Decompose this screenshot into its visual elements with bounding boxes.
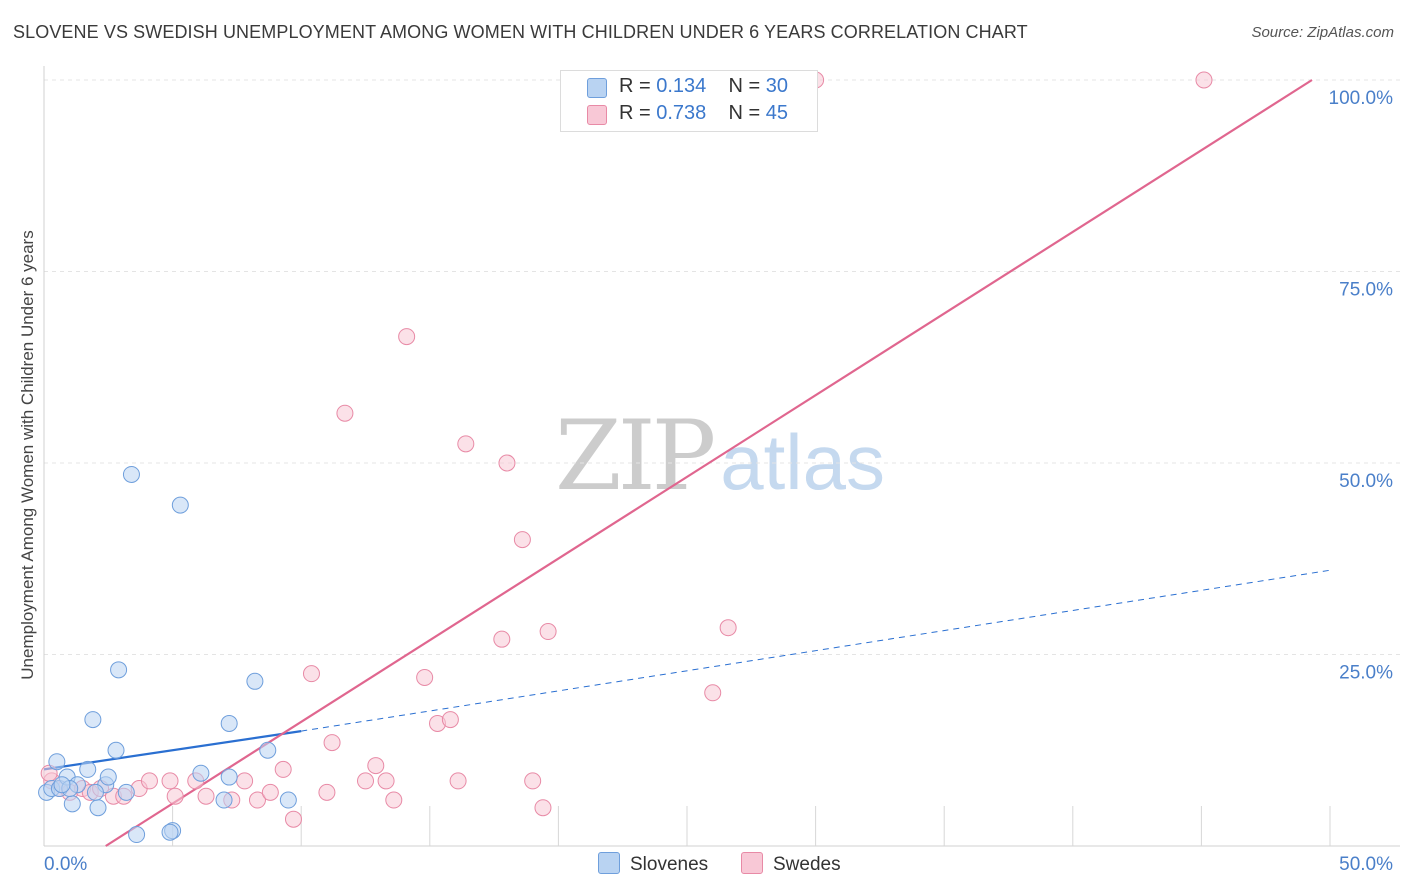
swedes-point [534,799,552,817]
legend-n-value: 30 [765,75,789,97]
bottom-legend-swedes: Swedes [741,852,841,876]
slovenes-point [279,791,297,809]
x-tick-label-max: 50.0% [1339,854,1393,875]
swedes-point [166,787,184,805]
slovenes-point [122,465,140,483]
swedes-trend-line [105,79,1313,847]
swedes-point [236,772,254,790]
swedes-point [377,772,395,790]
swedes-point [398,328,416,346]
swedes-point [161,772,179,790]
swedes-point [441,711,459,729]
slovenes-point [79,760,97,778]
bottom-legend-slovenes: Slovenes [598,852,708,876]
bottom-legend-label-slovenes: Slovenes [630,854,709,875]
slovenes-point [84,711,102,729]
swedes-point [284,810,302,828]
swedes-points [40,71,1213,828]
x-tick-marks [172,806,1331,846]
slovenes-point [220,768,238,786]
swedes-point [367,757,385,775]
slovenes-point [63,795,81,813]
legend-n-label: N = [728,75,766,97]
y-tick-labels: 25.0% 50.0% 75.0% 100.0% [1329,88,1394,684]
swedes-point [357,772,374,790]
grid-lines [43,66,1400,847]
slovenes-trend-extension [301,569,1331,732]
swedes-point [248,791,266,809]
legend-n-value: 45 [765,102,789,124]
legend-swatch-swedes [587,105,607,125]
swedes-point [261,783,279,801]
swedes-point [323,734,341,752]
legend-r-value: 0.738 [656,102,707,124]
slovenes-point [117,783,135,801]
swedes-point [197,787,215,805]
swedes-point [385,791,403,809]
slovenes-point [220,714,238,732]
legend-text-swedes: R = 0.738 N = 45 [619,102,788,125]
swedes-point [719,619,737,637]
legend-r-label: R = [619,75,657,97]
legend: R = 0.134 N = 30 R = 0.738 N = 45 [560,70,818,132]
slovenes-point [128,826,146,844]
slovenes-point [53,776,71,794]
slovenes-point [171,496,189,514]
swedes-point [704,684,722,702]
swedes-point [493,630,511,648]
watermark: ZIP atlas [555,400,885,512]
swedes-point [140,772,158,790]
watermark-zip: ZIP [555,400,716,512]
bottom-legend-swatch-slovenes [598,852,620,874]
y-tick-label: 50.0% [1339,471,1393,492]
swedes-point [336,404,354,422]
swedes-point [302,665,320,683]
bottom-legend-swatch-swedes [741,852,763,874]
swedes-point [449,772,467,790]
slovenes-point [107,741,125,759]
slovenes-point [99,768,117,786]
slovenes-point [192,764,210,782]
chart-title: SLOVENE VS SWEDISH UNEMPLOYMENT AMONG WO… [13,22,1028,42]
swedes-point [274,760,292,778]
swedes-point [539,623,557,641]
source-label: Source: ZipAtlas.com [1251,24,1394,41]
swedes-point [1195,71,1213,89]
legend-r-label: R = [619,102,657,124]
watermark-atlas: atlas [720,418,885,506]
legend-r-value: 0.134 [656,75,707,97]
slovenes-point [86,783,104,801]
legend-text-slovenes: R = 0.134 N = 30 [619,75,788,98]
slovenes-point [259,741,277,759]
slovenes-point [161,823,179,841]
x-tick-label-min: 0.0% [44,854,87,875]
bottom-legend-label-swedes: Swedes [773,854,841,875]
y-tick-label: 75.0% [1339,280,1393,301]
y-tick-label: 25.0% [1339,663,1393,684]
swedes-point [457,435,475,453]
swedes-point [524,772,542,790]
swedes-point [498,454,516,472]
slovenes-point [89,799,107,817]
slovenes-points [38,465,297,844]
y-tick-label: 100.0% [1329,88,1394,109]
legend-swatch-slovenes [587,78,607,98]
legend-n-label: N = [728,102,766,124]
swedes-point [416,668,434,686]
swedes-point [513,531,531,549]
slovenes-point [215,791,233,809]
slovenes-point [48,753,66,771]
swedes-point [318,783,336,801]
slovenes-point [110,661,128,679]
slovenes-point [246,672,264,690]
